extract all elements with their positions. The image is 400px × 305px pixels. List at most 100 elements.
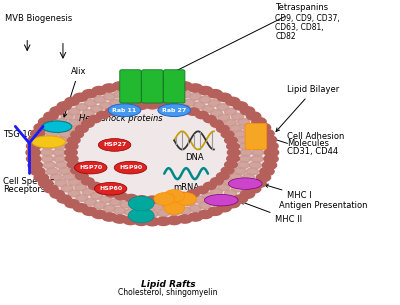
Ellipse shape xyxy=(227,155,240,162)
Ellipse shape xyxy=(120,97,132,104)
Ellipse shape xyxy=(202,106,214,113)
Text: CD9, CD9, CD37,: CD9, CD9, CD37, xyxy=(276,14,340,23)
Ellipse shape xyxy=(188,213,202,221)
Ellipse shape xyxy=(156,80,170,88)
Ellipse shape xyxy=(46,168,58,175)
Ellipse shape xyxy=(196,111,208,119)
Ellipse shape xyxy=(210,178,223,185)
Text: mRNA: mRNA xyxy=(173,183,199,192)
Ellipse shape xyxy=(94,96,106,103)
Text: Cell Specific: Cell Specific xyxy=(3,177,55,186)
Ellipse shape xyxy=(204,194,238,206)
Ellipse shape xyxy=(33,83,272,222)
Ellipse shape xyxy=(225,161,237,168)
Ellipse shape xyxy=(128,196,154,211)
Ellipse shape xyxy=(110,199,121,206)
Ellipse shape xyxy=(178,82,192,90)
Ellipse shape xyxy=(264,142,278,150)
Ellipse shape xyxy=(57,195,72,203)
Ellipse shape xyxy=(154,193,174,205)
Ellipse shape xyxy=(128,208,154,223)
Ellipse shape xyxy=(67,161,80,168)
Text: MHC II: MHC II xyxy=(241,201,302,224)
Ellipse shape xyxy=(134,217,148,225)
Ellipse shape xyxy=(237,162,249,168)
Ellipse shape xyxy=(88,182,101,190)
Ellipse shape xyxy=(146,102,159,109)
Ellipse shape xyxy=(42,143,54,149)
Ellipse shape xyxy=(96,186,109,194)
Ellipse shape xyxy=(168,209,180,216)
FancyBboxPatch shape xyxy=(142,70,163,103)
Ellipse shape xyxy=(32,136,66,148)
Text: HSP60: HSP60 xyxy=(99,186,122,191)
Ellipse shape xyxy=(239,155,251,162)
Ellipse shape xyxy=(230,125,242,132)
Ellipse shape xyxy=(221,167,234,174)
Ellipse shape xyxy=(230,173,242,180)
Ellipse shape xyxy=(28,136,42,144)
Text: Rab 11: Rab 11 xyxy=(112,108,137,113)
Text: Molecules: Molecules xyxy=(287,139,329,149)
Ellipse shape xyxy=(76,125,88,133)
Ellipse shape xyxy=(162,96,174,102)
Ellipse shape xyxy=(146,196,159,203)
Ellipse shape xyxy=(82,110,94,117)
Ellipse shape xyxy=(41,149,53,156)
Ellipse shape xyxy=(46,130,58,137)
Ellipse shape xyxy=(252,149,264,156)
Text: Receptors: Receptors xyxy=(3,185,46,194)
Ellipse shape xyxy=(63,125,75,132)
Ellipse shape xyxy=(178,215,192,223)
Ellipse shape xyxy=(233,102,248,110)
Ellipse shape xyxy=(63,173,75,180)
Ellipse shape xyxy=(115,192,128,200)
Ellipse shape xyxy=(152,203,164,210)
Ellipse shape xyxy=(218,184,230,191)
Ellipse shape xyxy=(76,194,88,201)
Ellipse shape xyxy=(145,217,160,226)
Ellipse shape xyxy=(130,203,142,209)
Ellipse shape xyxy=(61,113,73,120)
Ellipse shape xyxy=(264,155,278,163)
Ellipse shape xyxy=(252,179,266,188)
Ellipse shape xyxy=(76,104,88,111)
Ellipse shape xyxy=(100,102,112,109)
Ellipse shape xyxy=(232,185,244,192)
Ellipse shape xyxy=(167,81,181,89)
Ellipse shape xyxy=(196,186,208,194)
Ellipse shape xyxy=(167,216,181,224)
Ellipse shape xyxy=(26,142,41,150)
Ellipse shape xyxy=(225,137,237,144)
Ellipse shape xyxy=(256,173,271,181)
Ellipse shape xyxy=(260,129,274,138)
Ellipse shape xyxy=(157,88,169,95)
Ellipse shape xyxy=(92,210,106,219)
Ellipse shape xyxy=(252,117,266,126)
Ellipse shape xyxy=(217,104,229,111)
Text: Tetraspanins: Tetraspanins xyxy=(160,3,328,79)
Ellipse shape xyxy=(141,203,153,210)
Ellipse shape xyxy=(71,167,84,174)
Text: CD82: CD82 xyxy=(276,32,296,41)
Ellipse shape xyxy=(226,97,240,106)
Ellipse shape xyxy=(177,192,190,200)
Text: CD31, CD44: CD31, CD44 xyxy=(269,137,338,156)
Ellipse shape xyxy=(216,172,229,180)
Ellipse shape xyxy=(135,196,148,203)
Text: CD63, CD81,: CD63, CD81, xyxy=(276,23,324,32)
Ellipse shape xyxy=(238,180,250,186)
Text: MHC I: MHC I xyxy=(265,184,312,200)
Ellipse shape xyxy=(199,96,211,103)
Ellipse shape xyxy=(135,102,148,109)
Ellipse shape xyxy=(65,97,79,106)
Ellipse shape xyxy=(28,161,42,169)
Ellipse shape xyxy=(56,162,68,168)
Ellipse shape xyxy=(38,179,53,188)
Ellipse shape xyxy=(115,105,128,113)
Ellipse shape xyxy=(189,93,201,100)
Ellipse shape xyxy=(34,124,48,132)
Ellipse shape xyxy=(173,97,185,104)
Ellipse shape xyxy=(124,209,136,216)
Ellipse shape xyxy=(114,91,126,98)
